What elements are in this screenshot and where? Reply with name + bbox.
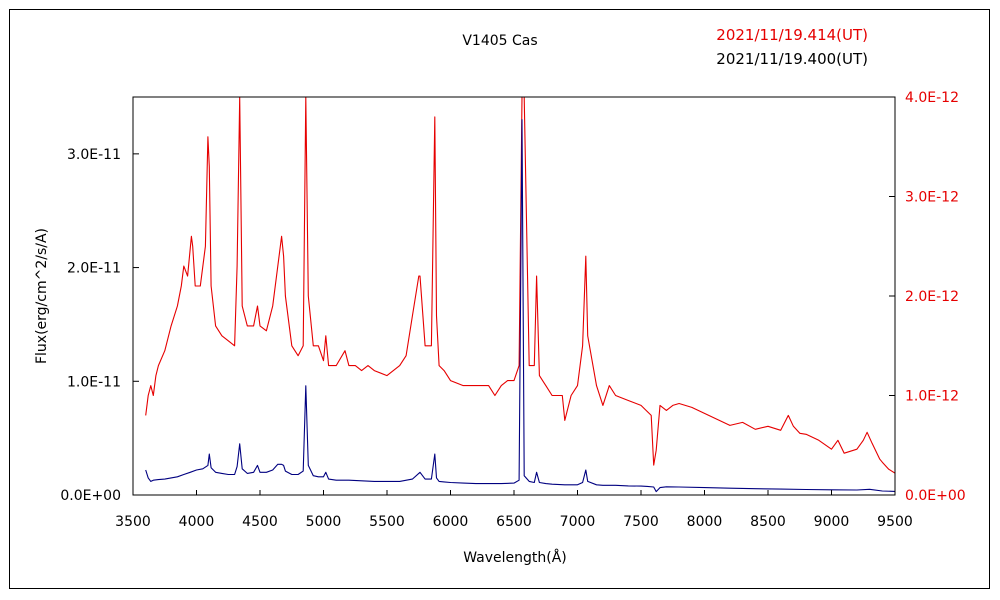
plot-border bbox=[132, 96, 896, 496]
y-left-tick-label: 2.0E-11 bbox=[67, 261, 121, 277]
y-left-tick-label: 0.0E+00 bbox=[60, 488, 121, 504]
x-tick-label: 8500 bbox=[750, 514, 786, 530]
axes: 3500 4000 4500 5000 5500 6000 6500 7000 7500 8000… bbox=[60, 90, 965, 530]
y-right-tick-label: 2.0E-12 bbox=[905, 289, 959, 305]
x-tick-label: 6000 bbox=[433, 514, 469, 530]
y-axis-label: Flux(erg/cm^2/s/A) bbox=[34, 228, 50, 364]
x-tick-label: 9500 bbox=[877, 514, 913, 530]
x-tick-label: 3500 bbox=[115, 514, 151, 530]
x-tick-label: 7000 bbox=[560, 514, 596, 530]
legend-entry-2: 2021/11/19.400(UT) bbox=[716, 50, 868, 68]
x-axis-label: Wavelength(Å) bbox=[463, 549, 567, 566]
chart-frame bbox=[9, 9, 990, 589]
x-tick-label: 5000 bbox=[306, 514, 342, 530]
series-line-2 bbox=[145, 119, 895, 493]
y-right-tick-label: 1.0E-12 bbox=[905, 389, 959, 405]
x-tick-label: 4500 bbox=[242, 514, 278, 530]
x-tick-label: 4000 bbox=[179, 514, 215, 530]
x-tick-label: 9000 bbox=[814, 514, 850, 530]
x-tick-label: 8000 bbox=[687, 514, 723, 530]
x-tick-label: 7500 bbox=[623, 514, 659, 530]
x-tick-label: 5500 bbox=[369, 514, 405, 530]
y-right-tick-label: 4.0E-12 bbox=[905, 90, 959, 106]
plot-area bbox=[145, 97, 895, 493]
x-tick-label: 6500 bbox=[496, 514, 532, 530]
legend-entry-1: 2021/11/19.414(UT) bbox=[716, 26, 868, 44]
y-left-tick-label: 1.0E-11 bbox=[67, 374, 121, 390]
series-line-1 bbox=[145, 97, 895, 474]
y-left-tick-label: 3.0E-11 bbox=[67, 147, 121, 163]
chart-title: V1405 Cas bbox=[462, 33, 537, 49]
y-right-tick-label: 0.0E+00 bbox=[905, 488, 966, 504]
y-right-tick-label: 3.0E-12 bbox=[905, 190, 959, 206]
